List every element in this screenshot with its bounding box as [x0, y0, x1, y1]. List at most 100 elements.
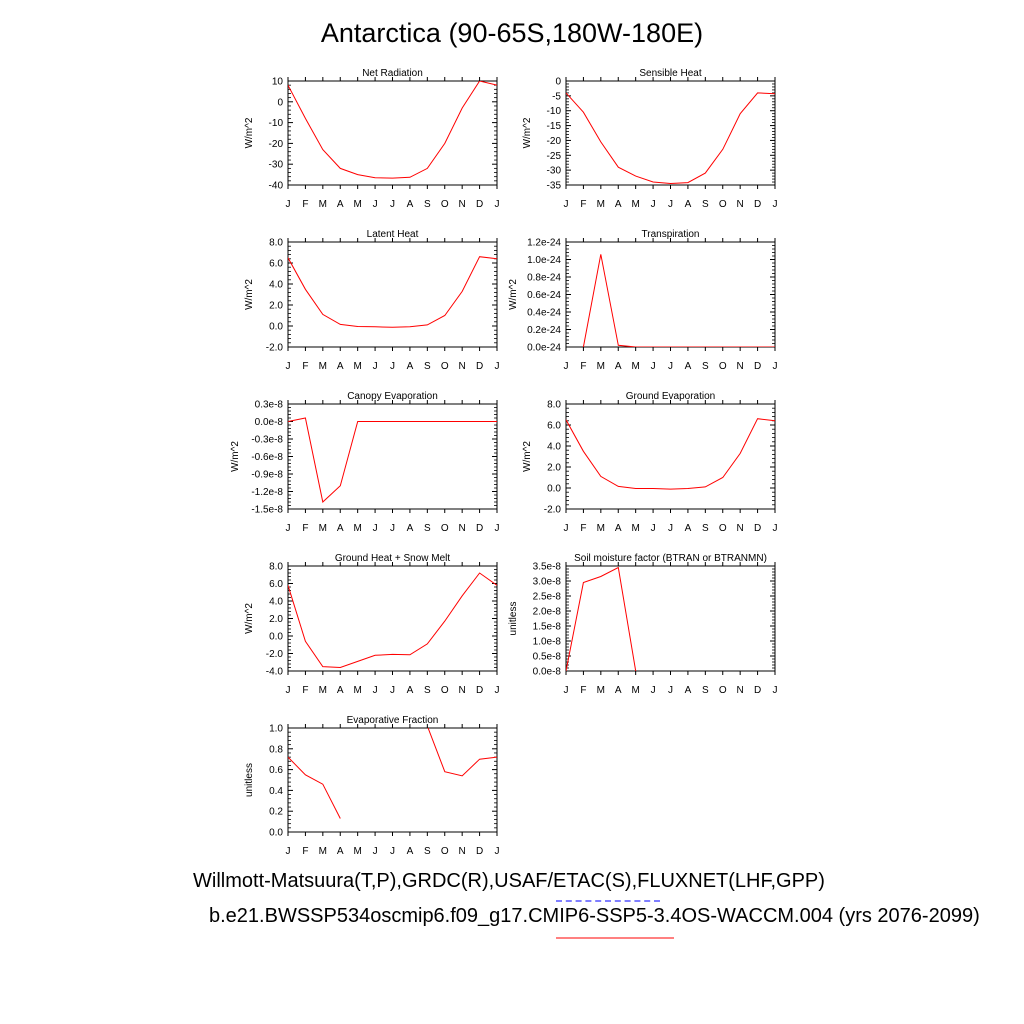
y-tick-label: -2.0 [266, 649, 284, 660]
x-tick-label: J [390, 685, 395, 696]
x-tick-label: J [373, 199, 378, 210]
x-tick-label: S [424, 523, 431, 534]
x-tick-label: A [337, 361, 344, 372]
panel-title: Net Radiation [362, 68, 423, 79]
y-tick-label: -4.0 [266, 667, 284, 678]
x-tick-label: F [302, 361, 308, 372]
x-tick-label: N [737, 523, 744, 534]
x-tick-label: O [441, 199, 449, 210]
y-tick-label: 8.0 [547, 400, 561, 411]
x-tick-label: J [773, 361, 778, 372]
y-tick-label: -10 [269, 118, 284, 129]
chart-panel-7: Ground Heat + Snow Melt W/m^2 8.0 6.0 4.0 2.0… [244, 553, 500, 696]
plot-frame [565, 403, 776, 510]
x-tick-label: F [580, 199, 586, 210]
y-tick-label: 1.0e-8 [533, 637, 562, 648]
y-tick-label: 0.6 [269, 765, 283, 776]
y-tick-label: 2.0 [269, 301, 283, 312]
panel-title: Ground Evaporation [626, 391, 716, 402]
y-tick-label: 8.0 [269, 238, 283, 249]
figure-title: Antarctica (90-65S,180W-180E) [320, 18, 704, 48]
x-tick-label: A [407, 199, 414, 210]
x-tick-label: M [319, 523, 327, 534]
y-tick-label: -0.3e-8 [251, 435, 283, 446]
x-tick-label: J [373, 685, 378, 696]
x-tick-label: A [337, 523, 344, 534]
y-tick-label: -30 [547, 166, 562, 177]
y-tick-label: 6.0 [547, 421, 561, 432]
y-tick-label: 0.4e-24 [527, 308, 561, 319]
y-tick-label: -20 [269, 139, 284, 150]
plot-frame [287, 241, 498, 348]
series-line [288, 756, 341, 819]
x-tick-label: M [597, 361, 605, 372]
x-tick-label: S [702, 685, 709, 696]
series-line [288, 256, 497, 328]
x-tick-label: J [564, 685, 569, 696]
series-line [288, 81, 497, 179]
y-axis-label: W/m^2 [244, 279, 255, 310]
y-tick-label: 1.0e-24 [527, 255, 561, 266]
x-tick-label: D [476, 846, 483, 857]
chart-panel-2: Sensible HeatW/m^20-5-10-15-20-25-30-35J… [522, 68, 778, 210]
case-caption: b.e21.BWSSP534oscmip6.f09_g17.CMIP6-SSP5… [209, 905, 980, 927]
y-tick-label: -5 [552, 91, 561, 102]
x-tick-label: N [737, 685, 744, 696]
obs-underline [556, 900, 660, 902]
y-tick-label: 0.5e-8 [533, 652, 562, 663]
x-tick-label: J [390, 523, 395, 534]
y-axis-label: W/m^2 [244, 603, 255, 634]
series-line [427, 728, 497, 777]
panel-title: Latent Heat [367, 229, 419, 240]
x-tick-label: M [631, 199, 639, 210]
y-tick-label: -20 [547, 136, 562, 147]
x-tick-label: A [615, 523, 622, 534]
x-tick-label: J [564, 523, 569, 534]
y-tick-label: 0.0 [547, 484, 561, 495]
x-tick-label: A [685, 361, 692, 372]
x-tick-label: J [651, 523, 656, 534]
y-tick-label: 0.8e-24 [527, 273, 561, 284]
x-tick-label: N [459, 523, 466, 534]
x-tick-label: S [702, 199, 709, 210]
chart-panel-6: Ground Evaporation W/m^2 8.0 6.0 4.0 2.0 0.0 -2… [522, 391, 778, 534]
y-tick-label: -15 [547, 121, 562, 132]
x-tick-label: S [702, 523, 709, 534]
y-tick-label: 1.0 [269, 724, 283, 735]
x-tick-label: J [390, 361, 395, 372]
y-tick-label: 2.0 [269, 614, 283, 625]
plot-frame [565, 241, 776, 348]
panel-title: Soil moisture factor (BTRAN or BTRANMN) [574, 553, 767, 564]
y-tick-label: 0.0e-24 [527, 343, 561, 354]
x-tick-label: D [476, 685, 483, 696]
plot-frame [287, 403, 498, 510]
plot-frame [287, 727, 498, 833]
series-line [288, 417, 497, 503]
x-tick-label: O [719, 685, 727, 696]
x-tick-label: J [495, 685, 500, 696]
series-line [288, 572, 497, 669]
x-tick-label: J [286, 523, 291, 534]
panel-title: Ground Heat + Snow Melt [335, 553, 451, 564]
x-tick-label: D [476, 199, 483, 210]
y-tick-label: -10 [547, 106, 562, 117]
y-tick-label: 0.0e-8 [533, 667, 562, 678]
x-tick-label: J [495, 199, 500, 210]
y-tick-label: -1.2e-8 [251, 487, 283, 498]
y-axis-label: W/m^2 [508, 279, 519, 310]
y-tick-label: -1.5e-8 [251, 505, 283, 516]
x-tick-label: O [441, 523, 449, 534]
x-tick-label: N [459, 199, 466, 210]
y-tick-label: 6.0 [269, 579, 283, 590]
x-tick-label: D [754, 361, 761, 372]
x-tick-label: D [754, 685, 761, 696]
x-tick-label: O [719, 361, 727, 372]
x-tick-label: J [286, 685, 291, 696]
y-tick-label: 0.0 [269, 828, 283, 839]
x-tick-label: D [476, 523, 483, 534]
y-axis-label: unitless [508, 602, 519, 636]
x-tick-label: A [407, 361, 414, 372]
x-tick-label: O [719, 199, 727, 210]
x-tick-label: M [319, 685, 327, 696]
